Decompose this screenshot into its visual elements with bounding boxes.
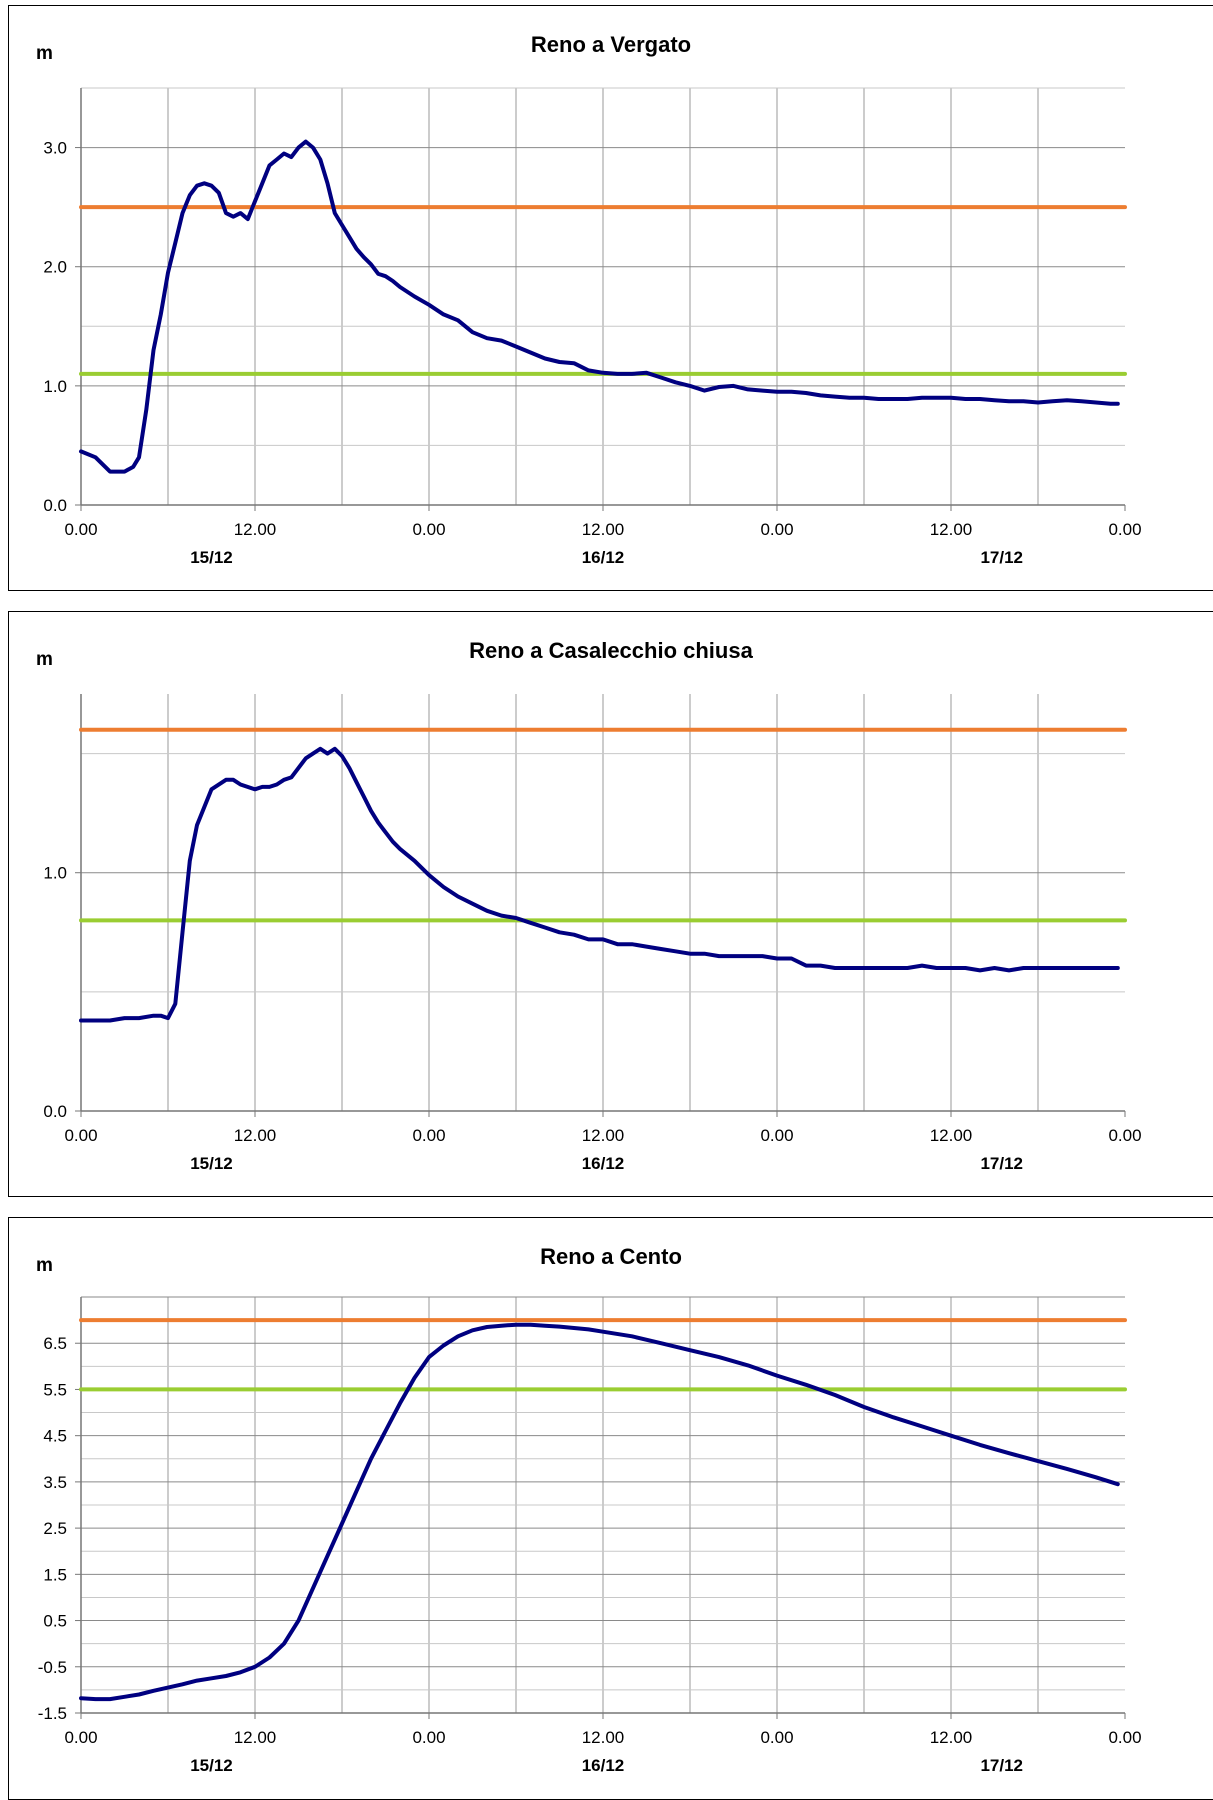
chart-panel-cento: Reno a Cento m -1.5 -0.5 0.5 1.5 2.5 3.5 4.5 5.5 6… bbox=[8, 1217, 1213, 1800]
water-level-line bbox=[79, 1322, 1120, 1702]
x-tick-label: 0.00 bbox=[1108, 520, 1141, 539]
y-tick-label: 5.5 bbox=[43, 1380, 67, 1399]
date-label: 15/12 bbox=[190, 548, 233, 567]
water-level-line bbox=[79, 746, 1120, 1023]
x-tick-label: 12.00 bbox=[582, 1126, 625, 1145]
x-tick-label: 0.00 bbox=[412, 1728, 445, 1747]
y-tick-label: 2.0 bbox=[43, 258, 67, 277]
chart-svg: Reno a Vergato m 0.0 1.0 2.0 3.0 0.00 12.00 0.00… bbox=[8, 5, 1213, 591]
chart-panel-vergato: Reno a Vergato m 0.0 1.0 2.0 3.0 0.00 12.00 0.00… bbox=[8, 5, 1213, 591]
y-tick-label: 0.0 bbox=[43, 496, 67, 515]
y-tick-label: 3.0 bbox=[43, 139, 67, 158]
x-tick-label: 0.00 bbox=[760, 1728, 793, 1747]
x-tick-label: 0.00 bbox=[760, 1126, 793, 1145]
y-tick-label: 2.5 bbox=[43, 1519, 67, 1538]
x-tick-label: 12.00 bbox=[930, 520, 973, 539]
y-tick-label: 0.5 bbox=[43, 1612, 67, 1631]
date-label: 15/12 bbox=[190, 1756, 233, 1775]
y-tick-label: -0.5 bbox=[38, 1658, 67, 1677]
x-tick-label: 12.00 bbox=[582, 520, 625, 539]
x-tick-label: 12.00 bbox=[234, 520, 277, 539]
date-label: 16/12 bbox=[582, 1154, 625, 1173]
y-tick-label: 1.0 bbox=[43, 864, 67, 883]
chart-svg: Reno a Cento m -1.5 -0.5 0.5 1.5 2.5 3.5 4.5 5.5 6… bbox=[8, 1217, 1213, 1800]
x-tick-label: 0.00 bbox=[1108, 1728, 1141, 1747]
x-tick-label: 12.00 bbox=[234, 1126, 277, 1145]
x-tick-label: 0.00 bbox=[64, 1728, 97, 1747]
y-tick-label: 3.5 bbox=[43, 1473, 67, 1492]
y-axis-unit-label: m bbox=[36, 43, 53, 64]
chart-frame bbox=[8, 1217, 1213, 1800]
x-tick-label: 0.00 bbox=[412, 1126, 445, 1145]
y-tick-label: 0.0 bbox=[43, 1102, 67, 1121]
x-tick-label: 12.00 bbox=[930, 1126, 973, 1145]
x-tick-label: 0.00 bbox=[64, 520, 97, 539]
chart-title: Reno a Cento bbox=[540, 1244, 682, 1269]
date-label: 15/12 bbox=[190, 1154, 233, 1173]
x-tick-label: 0.00 bbox=[412, 520, 445, 539]
y-axis-unit-label: m bbox=[36, 1255, 53, 1276]
date-label: 17/12 bbox=[980, 548, 1023, 567]
x-tick-label: 12.00 bbox=[582, 1728, 625, 1747]
y-tick-label: 1.0 bbox=[43, 377, 67, 396]
chart-panel-casalecchio: Reno a Casalecchio chiusa m 0.0 1.0 0.00 12.0… bbox=[8, 611, 1213, 1197]
date-label: 16/12 bbox=[582, 548, 625, 567]
x-tick-label: 0.00 bbox=[1108, 1126, 1141, 1145]
y-axis-unit-label: m bbox=[36, 649, 53, 670]
chart-title: Reno a Vergato bbox=[531, 32, 691, 57]
date-label: 17/12 bbox=[980, 1154, 1023, 1173]
y-tick-label: 6.5 bbox=[43, 1334, 67, 1353]
water-level-line bbox=[79, 139, 1120, 474]
x-tick-label: 0.00 bbox=[760, 520, 793, 539]
x-tick-label: 0.00 bbox=[64, 1126, 97, 1145]
y-tick-label: 4.5 bbox=[43, 1427, 67, 1446]
x-tick-label: 12.00 bbox=[930, 1728, 973, 1747]
chart-title: Reno a Casalecchio chiusa bbox=[469, 638, 753, 663]
chart-svg: Reno a Casalecchio chiusa m 0.0 1.0 0.00 12.0… bbox=[8, 611, 1213, 1197]
date-label: 17/12 bbox=[980, 1756, 1023, 1775]
chart-frame bbox=[8, 5, 1213, 591]
y-tick-label: 1.5 bbox=[43, 1565, 67, 1584]
y-tick-label: -1.5 bbox=[38, 1704, 67, 1723]
date-label: 16/12 bbox=[582, 1756, 625, 1775]
x-tick-label: 12.00 bbox=[234, 1728, 277, 1747]
chart-frame bbox=[8, 611, 1213, 1197]
